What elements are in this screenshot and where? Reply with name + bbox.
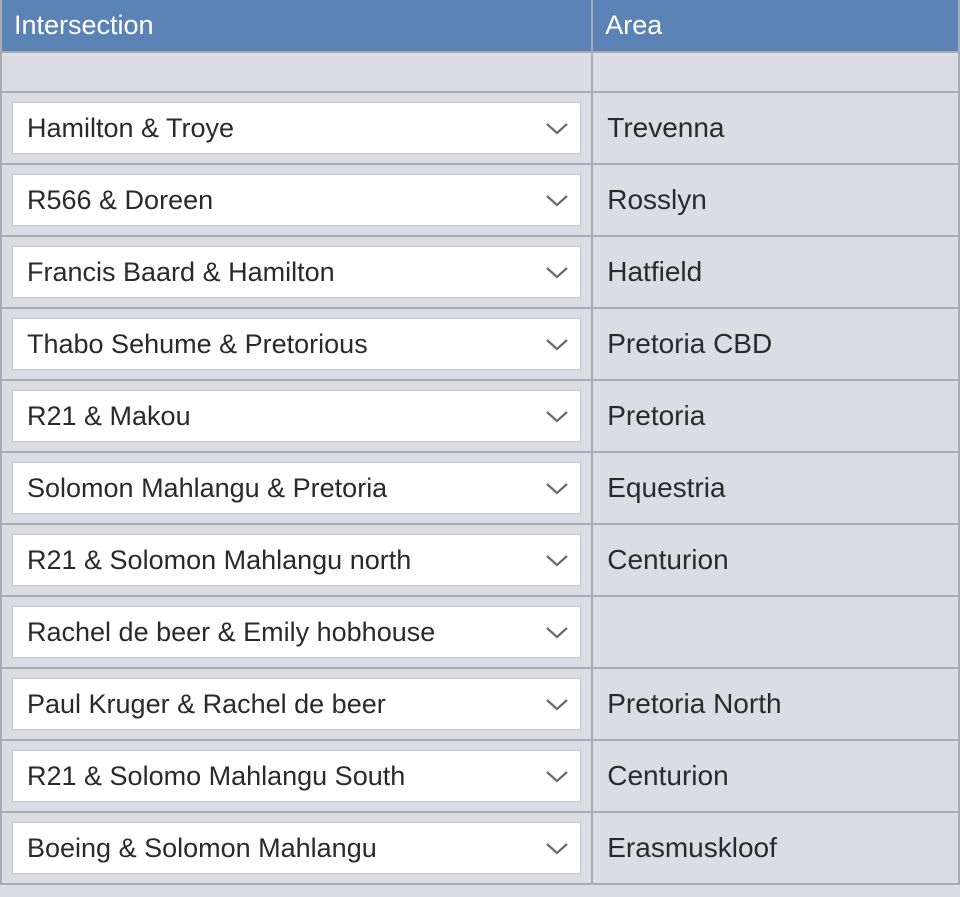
area-cell: Trevenna (592, 92, 959, 164)
table-body: Hamilton & Troye Trevenna R566 & Doreen Ros… (1, 52, 959, 884)
dropdown-text: R21 & Solomon Mahlangu north (27, 545, 411, 576)
intersection-cell: R21 & Solomon Mahlangu north (1, 524, 592, 596)
intersection-dropdown[interactable]: Francis Baard & Hamilton (12, 246, 581, 298)
intersection-cell: Rachel de beer & Emily hobhouse (1, 596, 592, 668)
area-cell: Centurion (592, 524, 959, 596)
column-header-area[interactable]: Area (592, 0, 959, 52)
intersection-dropdown[interactable]: Solomon Mahlangu & Pretoria (12, 462, 581, 514)
intersection-dropdown[interactable]: R21 & Solomo Mahlangu South (12, 750, 581, 802)
dropdown-text: Francis Baard & Hamilton (27, 257, 335, 288)
intersection-dropdown[interactable]: R21 & Makou (12, 390, 581, 442)
table-header-row: Intersection Area (1, 0, 959, 52)
intersection-cell: R21 & Makou (1, 380, 592, 452)
intersection-dropdown[interactable]: Boeing & Solomon Mahlangu (12, 822, 581, 874)
table-row: Thabo Sehume & Pretorious Pretoria CBD (1, 308, 959, 380)
intersection-cell: Boeing & Solomon Mahlangu (1, 812, 592, 884)
dropdown-text: Rachel de beer & Emily hobhouse (27, 617, 435, 648)
table-row: R21 & Makou Pretoria (1, 380, 959, 452)
dropdown-text: Thabo Sehume & Pretorious (27, 329, 368, 360)
chevron-down-icon (544, 480, 570, 496)
table-row: R21 & Solomo Mahlangu South Centurion (1, 740, 959, 812)
table-row: R21 & Solomon Mahlangu north Centurion (1, 524, 959, 596)
intersection-cell: R21 & Solomo Mahlangu South (1, 740, 592, 812)
intersection-dropdown[interactable]: Rachel de beer & Emily hobhouse (12, 606, 581, 658)
chevron-down-icon (544, 408, 570, 424)
chevron-down-icon (544, 120, 570, 136)
table-row: Rachel de beer & Emily hobhouse (1, 596, 959, 668)
area-cell: Pretoria CBD (592, 308, 959, 380)
intersection-table-wrapper: Intersection Area Hamilton & Troye Treven… (0, 0, 960, 897)
dropdown-text: Solomon Mahlangu & Pretoria (27, 473, 387, 504)
table-row: Boeing & Solomon Mahlangu Erasmuskloof (1, 812, 959, 884)
dropdown-text: Boeing & Solomon Mahlangu (27, 833, 377, 864)
intersection-cell: Paul Kruger & Rachel de beer (1, 668, 592, 740)
intersection-dropdown[interactable]: R566 & Doreen (12, 174, 581, 226)
intersection-dropdown[interactable]: R21 & Solomon Mahlangu north (12, 534, 581, 586)
chevron-down-icon (544, 840, 570, 856)
area-cell: Rosslyn (592, 164, 959, 236)
area-cell: Hatfield (592, 236, 959, 308)
intersection-dropdown[interactable]: Thabo Sehume & Pretorious (12, 318, 581, 370)
table-row: Francis Baard & Hamilton Hatfield (1, 236, 959, 308)
intersection-cell: Solomon Mahlangu & Pretoria (1, 452, 592, 524)
chevron-down-icon (544, 552, 570, 568)
chevron-down-icon (544, 624, 570, 640)
table-row: R566 & Doreen Rosslyn (1, 164, 959, 236)
table-row: Hamilton & Troye Trevenna (1, 92, 959, 164)
intersection-dropdown[interactable]: Hamilton & Troye (12, 102, 581, 154)
intersection-table: Intersection Area Hamilton & Troye Treven… (0, 0, 960, 885)
spacer-row (1, 52, 959, 92)
dropdown-text: Hamilton & Troye (27, 113, 234, 144)
dropdown-text: R566 & Doreen (27, 185, 213, 216)
column-header-intersection[interactable]: Intersection (1, 0, 592, 52)
dropdown-text: R21 & Solomo Mahlangu South (27, 761, 405, 792)
area-cell: Erasmuskloof (592, 812, 959, 884)
intersection-cell: Thabo Sehume & Pretorious (1, 308, 592, 380)
chevron-down-icon (544, 264, 570, 280)
area-cell (592, 596, 959, 668)
area-cell: Centurion (592, 740, 959, 812)
intersection-cell: R566 & Doreen (1, 164, 592, 236)
chevron-down-icon (544, 696, 570, 712)
table-row: Solomon Mahlangu & Pretoria Equestria (1, 452, 959, 524)
chevron-down-icon (544, 768, 570, 784)
table-row: Paul Kruger & Rachel de beer Pretoria Nor… (1, 668, 959, 740)
area-cell: Equestria (592, 452, 959, 524)
dropdown-text: R21 & Makou (27, 401, 191, 432)
dropdown-text: Paul Kruger & Rachel de beer (27, 689, 386, 720)
area-cell: Pretoria (592, 380, 959, 452)
area-cell: Pretoria North (592, 668, 959, 740)
chevron-down-icon (544, 192, 570, 208)
chevron-down-icon (544, 336, 570, 352)
intersection-dropdown[interactable]: Paul Kruger & Rachel de beer (12, 678, 581, 730)
intersection-cell: Francis Baard & Hamilton (1, 236, 592, 308)
intersection-cell: Hamilton & Troye (1, 92, 592, 164)
